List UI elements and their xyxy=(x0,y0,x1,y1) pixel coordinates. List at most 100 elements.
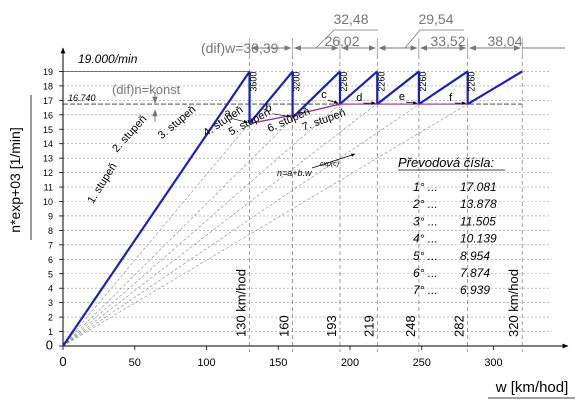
ratio-gear: 4° ... xyxy=(413,232,438,246)
x-axis-title: w [km/hod] xyxy=(495,379,569,396)
x-tick-label: 0 xyxy=(59,354,66,369)
x-tick-label: 300 xyxy=(484,357,502,369)
gear-line xyxy=(339,70,378,105)
ratio-gear: 7° ... xyxy=(413,283,438,297)
y-tick-label: 14 xyxy=(43,139,53,149)
shift-point-label: e xyxy=(399,91,405,103)
gear-line xyxy=(376,70,420,105)
shift-point-label: b xyxy=(266,103,272,115)
x-tick-label: 200 xyxy=(341,357,359,369)
x-tick-label: 250 xyxy=(413,357,431,369)
interval-leader xyxy=(315,29,335,49)
y-tick-label: 1 xyxy=(48,327,53,337)
shift-speed-label: 248 xyxy=(403,315,418,337)
y-tick-label: 7 xyxy=(48,240,53,250)
shift-point-label: f xyxy=(449,92,453,104)
gear-line xyxy=(418,70,469,106)
shift-point-label: a xyxy=(224,107,231,119)
dif-n-label: (dif)n=konst xyxy=(112,82,181,97)
max-rpm-label: 19.000/min xyxy=(78,52,138,66)
ratio-value: 13.878 xyxy=(460,197,497,211)
shift-speed-label: 282 xyxy=(452,315,467,337)
ratio-value: 11.505 xyxy=(460,214,496,228)
shift-speed-label: 320 km/hod xyxy=(506,269,521,337)
shift-drop-value: 3200 xyxy=(292,72,302,92)
fit-curve xyxy=(249,103,341,125)
shift-point-arrow xyxy=(327,99,339,104)
ratio-gear: 6° ... xyxy=(413,266,438,280)
sawtooth-layer xyxy=(62,70,523,347)
ratio-gear: 2° ... xyxy=(412,197,438,211)
interval-label: 38,04 xyxy=(487,33,522,49)
formula-lhs: n=a+b.w xyxy=(277,168,312,178)
ratio-gear: 5° ... xyxy=(413,249,438,263)
formula-arrow xyxy=(311,153,356,169)
gear-ratio-ray xyxy=(62,71,523,347)
interval-label: 33,52 xyxy=(430,33,465,49)
y-tick-label: 11 xyxy=(44,183,53,193)
gear-ratio-ray xyxy=(62,71,468,347)
gear-line xyxy=(62,70,251,347)
interval-leader xyxy=(404,29,421,49)
y-tick-label: 16 xyxy=(43,110,53,120)
y-tick-label: 10 xyxy=(43,197,53,207)
y-tick-label: 19 xyxy=(43,67,53,77)
y-tick-label: 0 xyxy=(46,338,53,353)
shift-drop-value: 2260 xyxy=(418,72,428,92)
shift-speed-label: 219 xyxy=(361,315,376,337)
ratio-value: 6.939 xyxy=(460,283,490,297)
formula-exponent: cxp(c) xyxy=(320,161,339,168)
interval-label: 32,48 xyxy=(333,11,368,27)
shift-point-label: d xyxy=(356,92,362,104)
dif-w-label: (dif)w=30,39 xyxy=(201,40,279,56)
gear-line xyxy=(248,70,294,125)
shift-speed-label: 193 xyxy=(324,315,339,337)
shift-point-arrow xyxy=(405,101,418,105)
reference-rpm-label: 16.740 xyxy=(68,93,96,103)
shift-speed-label: 130 km/hod xyxy=(234,269,249,337)
y-tick-label: 4 xyxy=(48,284,53,294)
y-tick-label: 15 xyxy=(43,125,53,135)
shift-point-arrow xyxy=(231,118,248,124)
shift-drop-value: 2260 xyxy=(467,72,477,92)
shift-point-arrow xyxy=(272,113,292,118)
ratio-gear: 1° ... xyxy=(413,180,438,194)
y-tick-label: 8 xyxy=(48,226,53,236)
shift-drop-value: 2260 xyxy=(376,72,386,92)
shift-speed-label: 160 xyxy=(277,315,292,337)
ratio-value: 7.874 xyxy=(460,266,490,280)
gear-label: 1. stupeň xyxy=(85,161,119,206)
y-tick-label: 2 xyxy=(48,313,53,323)
x-tick-label: 150 xyxy=(269,357,287,369)
gear-label: 3. stupeň xyxy=(156,104,198,142)
ratio-value: 17.081 xyxy=(460,180,497,194)
x-tick-label: 100 xyxy=(197,357,215,369)
ratio-value: 10.139 xyxy=(460,232,497,246)
interval-label: 26,02 xyxy=(324,33,359,49)
y-tick-label: 3 xyxy=(48,298,53,308)
y-tick-label: 13 xyxy=(43,154,53,164)
gear-ratio-ray xyxy=(62,71,378,347)
y-tick-label: 9 xyxy=(48,211,53,221)
dimensions-layer xyxy=(152,29,565,122)
gear-line xyxy=(291,70,341,119)
y-tick-label: 18 xyxy=(43,81,53,91)
interval-label: 29,54 xyxy=(418,11,453,27)
ratio-rays-layer xyxy=(62,71,523,347)
shift-drop-value: 3600 xyxy=(249,72,259,92)
y-axis-title: n*exp+03 [1/min] xyxy=(7,127,23,232)
shift-drop-value: 2260 xyxy=(339,72,349,92)
y-tick-label: 12 xyxy=(43,168,53,178)
gear-line xyxy=(467,70,523,106)
y-tick-label: 17 xyxy=(43,96,53,106)
x-tick-label: 50 xyxy=(129,357,141,369)
gear-label: 2. stupeň xyxy=(110,113,149,155)
ratio-title: Převodová čísla: xyxy=(398,155,494,170)
shift-point-label: c xyxy=(321,89,327,101)
ratio-value: 8.954 xyxy=(460,249,490,263)
ratio-gear: 3° ... xyxy=(413,214,438,228)
y-tick-label: 5 xyxy=(48,269,53,279)
